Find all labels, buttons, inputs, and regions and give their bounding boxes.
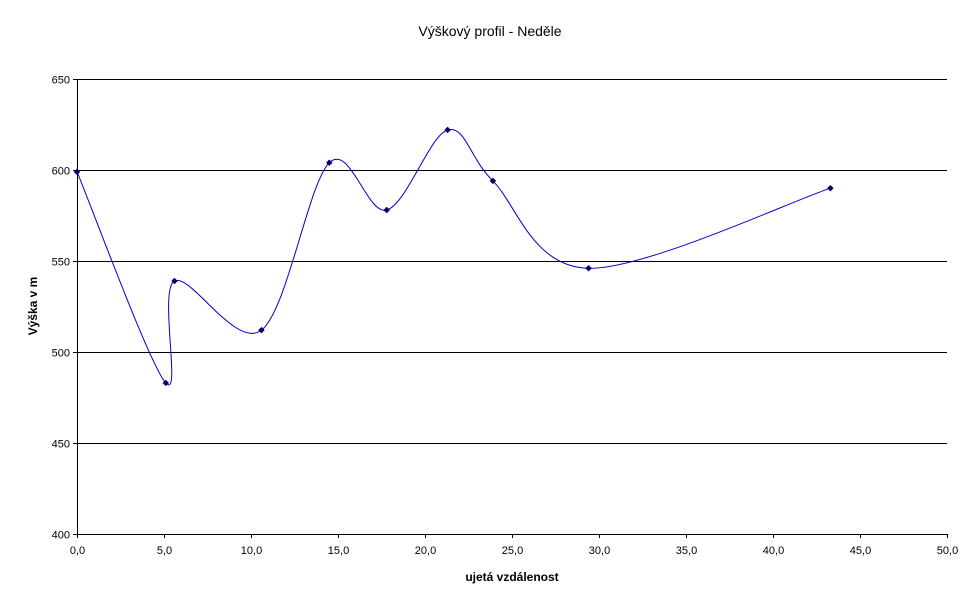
data-point-marker (171, 277, 178, 285)
data-point-marker (489, 177, 497, 185)
x-axis-title: ujetá vzdálenost (465, 570, 558, 584)
axes (73, 79, 948, 538)
x-tick-label: 25,0 (502, 545, 523, 557)
x-tick-label: 15,0 (328, 545, 349, 557)
x-tick-label: 10,0 (241, 545, 262, 557)
y-tick-label: 400 (52, 530, 70, 542)
x-tick-label: 45,0 (850, 545, 871, 557)
y-tick-label: 550 (52, 257, 70, 269)
data-point-marker (258, 326, 265, 334)
data-point-marker (585, 264, 592, 272)
y-tick-label: 600 (52, 166, 70, 178)
x-tick-label: 20,0 (415, 545, 436, 557)
data-point-marker (383, 206, 391, 214)
data-markers (73, 126, 834, 387)
data-point-marker (325, 159, 333, 167)
x-tick-label: 5,0 (157, 545, 172, 557)
x-tick-label: 30,0 (589, 545, 610, 557)
chart-title: Výškový profil - Neděle (418, 23, 561, 39)
data-point-marker (162, 379, 170, 387)
series-line (76, 129, 831, 386)
gridlines (77, 79, 947, 444)
series-elevation (76, 129, 831, 386)
y-tick-label: 650 (52, 75, 70, 87)
y-tick-label: 450 (52, 439, 70, 451)
data-point-marker (73, 168, 81, 176)
data-point-marker (827, 184, 834, 192)
x-tick-label: 50,0 (937, 545, 958, 557)
x-tick-label: 0,0 (70, 545, 85, 557)
tick-labels: 400 450 500 550 600 650 0,0 5,0 10,0 15,0 20,0 25,0… (52, 75, 959, 558)
y-axis-title: Výška v m (26, 277, 40, 336)
data-point-marker (444, 126, 451, 134)
x-tick-label: 35,0 (676, 545, 697, 557)
x-tick-label: 40,0 (763, 545, 784, 557)
y-tick-label: 500 (52, 348, 70, 360)
